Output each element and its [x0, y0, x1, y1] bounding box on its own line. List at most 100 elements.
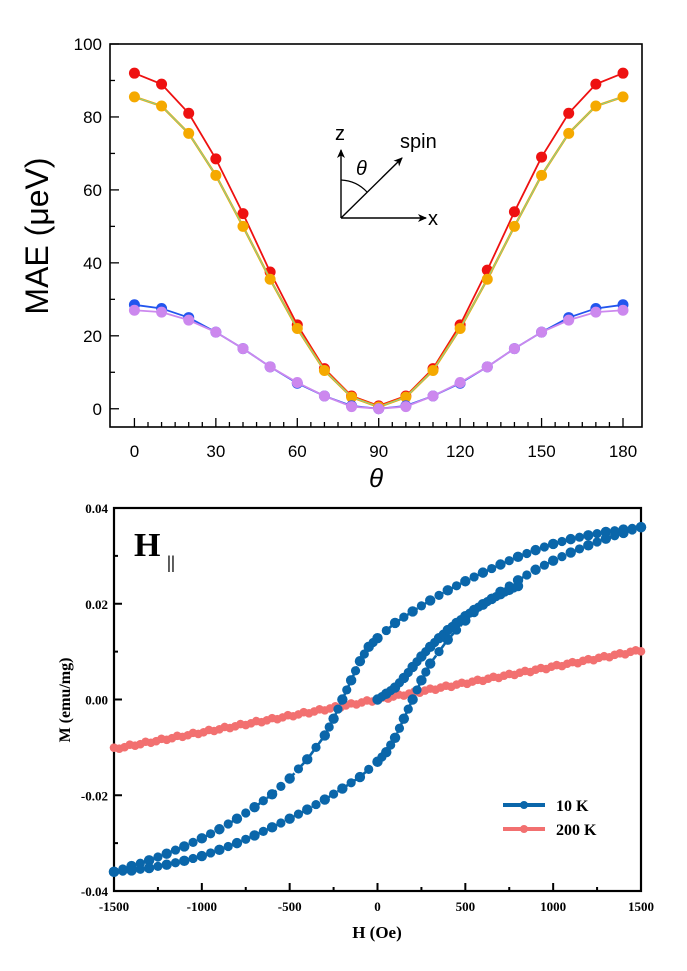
data-point — [565, 533, 576, 545]
data-point — [530, 544, 541, 556]
mh-axis-ticks — [113, 507, 642, 892]
data-point — [416, 601, 427, 611]
y-tick-label: -0.02 — [81, 788, 108, 803]
data-point — [284, 813, 295, 824]
data-point — [563, 107, 575, 119]
data-point — [398, 713, 410, 724]
data-point — [636, 647, 646, 656]
data-point — [592, 529, 602, 539]
data-point — [196, 833, 208, 844]
field-annotation-main: H — [134, 527, 160, 564]
z-axis-label: z — [335, 123, 345, 145]
data-point — [583, 540, 594, 551]
mh-legend: 10 K 200 K — [503, 798, 597, 839]
data-point — [311, 742, 321, 752]
data-point — [454, 376, 466, 388]
x-tick-label: 180 — [609, 442, 637, 461]
data-point — [373, 403, 385, 415]
data-point — [469, 572, 479, 582]
data-point — [161, 859, 172, 870]
mh-series — [108, 521, 647, 878]
data-point — [161, 848, 172, 859]
data-point — [508, 220, 520, 232]
data-point — [407, 694, 418, 705]
data-point — [153, 861, 163, 871]
data-point — [399, 612, 409, 622]
data-point — [258, 796, 268, 806]
series-line — [134, 309, 624, 410]
data-point — [276, 818, 286, 828]
data-point — [425, 658, 436, 669]
y-tick-label: 0 — [93, 400, 102, 419]
mh-y-axis-label: M (emu/mg) — [57, 658, 74, 743]
data-point — [400, 401, 412, 413]
data-point — [188, 837, 198, 848]
data-point — [363, 641, 374, 653]
series-blue — [128, 299, 629, 415]
data-point — [512, 580, 524, 592]
mae-plot-frame — [109, 43, 643, 428]
mae-chart: 0 30 60 90 120 150 180 0 20 40 60 80 100 θ MAE (μeV… — [19, 35, 643, 493]
series-red — [128, 67, 629, 412]
data-point — [403, 704, 413, 714]
data-point — [557, 551, 567, 562]
data-point — [487, 563, 497, 574]
data-point — [128, 67, 140, 79]
data-point — [210, 153, 222, 165]
theta-label: θ — [356, 158, 367, 180]
y-tick-label: 20 — [83, 327, 102, 346]
y-tick-label: -0.04 — [81, 884, 109, 899]
data-point — [427, 364, 439, 376]
data-point — [266, 822, 278, 833]
series-line — [134, 72, 624, 407]
data-point — [258, 826, 268, 836]
data-point — [590, 306, 602, 318]
spin-orientation-diagram: z x spin θ — [335, 123, 438, 230]
data-point — [530, 564, 541, 575]
data-point — [563, 314, 575, 326]
data-point — [574, 544, 585, 554]
data-point — [318, 364, 330, 376]
mae-x-axis-label: θ — [369, 463, 383, 493]
data-point — [237, 343, 249, 355]
data-point — [504, 556, 514, 566]
data-point — [381, 746, 392, 758]
data-point — [547, 555, 559, 566]
data-point — [311, 799, 321, 810]
data-point — [291, 376, 303, 388]
field-annotation-subscript: || — [167, 552, 175, 572]
data-point — [590, 78, 602, 90]
data-point — [170, 845, 181, 855]
data-point — [412, 685, 422, 695]
data-point — [249, 802, 260, 813]
data-point — [451, 581, 462, 591]
data-point — [512, 551, 524, 563]
theta-arc — [340, 179, 368, 193]
data-point — [342, 685, 352, 695]
data-point — [454, 323, 466, 335]
data-point — [508, 206, 520, 218]
field-direction-annotation: H || — [134, 527, 175, 572]
data-point — [318, 390, 330, 402]
data-point — [108, 866, 120, 878]
data-point — [539, 542, 549, 552]
x-tick-label: 90 — [369, 442, 388, 461]
x-tick-label: 150 — [527, 442, 555, 461]
data-point — [118, 866, 128, 876]
data-point — [264, 273, 276, 285]
legend-label-10k: 10 K — [556, 798, 589, 815]
x-tick-label: 120 — [446, 442, 474, 461]
y-tick-label: 60 — [83, 181, 102, 200]
data-point — [241, 808, 251, 818]
x-tick-label: -1500 — [99, 899, 129, 914]
x-tick-label: 500 — [456, 899, 476, 914]
y-tick-label: 0.04 — [85, 501, 108, 516]
data-point — [481, 361, 493, 373]
x-tick-label: 1500 — [628, 899, 654, 914]
data-point — [563, 127, 575, 139]
data-point — [354, 656, 366, 667]
data-point — [276, 781, 286, 791]
data-point — [434, 590, 444, 600]
data-point — [333, 704, 343, 714]
y-tick-label: 80 — [83, 108, 102, 127]
